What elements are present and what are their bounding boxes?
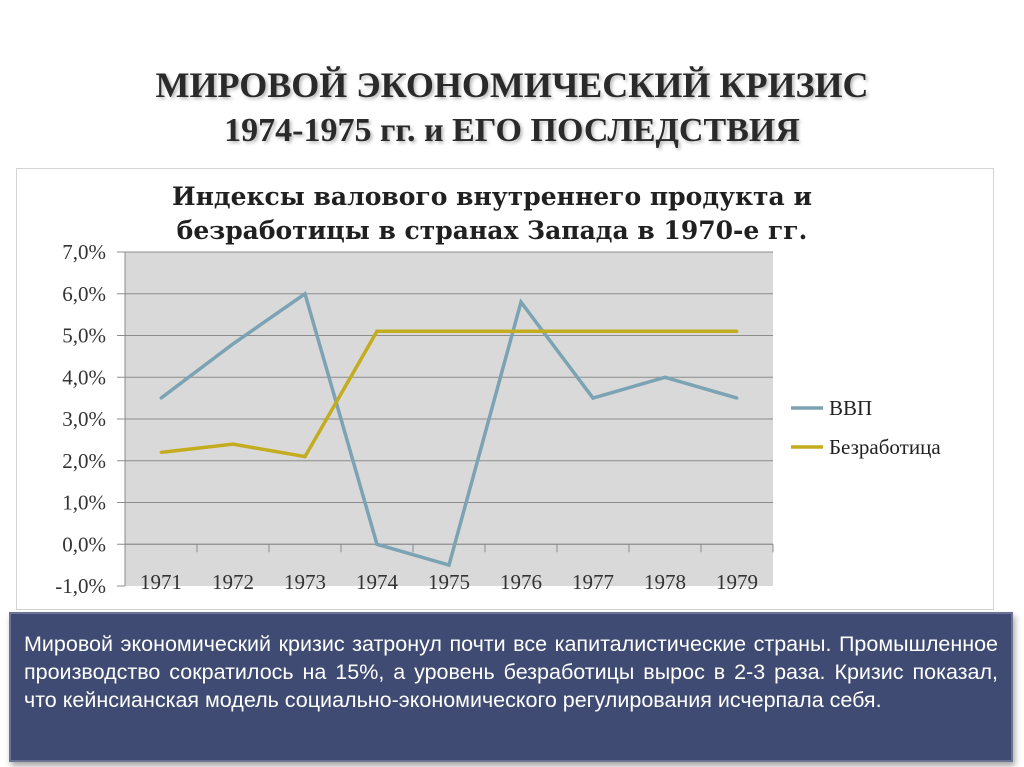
chart-title: Индексы валового внутреннего продукта и … [62, 180, 922, 248]
data-point-2 [663, 329, 667, 333]
x-tick-label: 1976 [500, 570, 542, 594]
y-tick-label: 3,0% [62, 407, 106, 431]
caption-box: Мировой экономический кризис затронул по… [9, 612, 1013, 762]
x-tick-label: 1973 [284, 570, 326, 594]
x-tick-label: 1974 [356, 570, 399, 594]
y-tick-label: 6,0% [62, 282, 106, 306]
slide-title-line2: 1974-1975 гг. и ЕГО ПОСЛЕДСТВИЯ [224, 112, 800, 149]
data-point-2 [519, 329, 523, 333]
slide-title: МИРОВОЙ ЭКОНОМИЧЕСКИЙ КРИЗИС 1974-1975 г… [0, 62, 1024, 154]
data-point-1 [447, 563, 451, 567]
data-point-1 [231, 342, 235, 346]
data-point-1 [663, 375, 667, 379]
data-point-2 [375, 329, 379, 333]
x-tick-label: 1972 [212, 570, 254, 594]
legend-label-1: ВВП [829, 396, 872, 420]
x-tick-label: 1977 [572, 570, 614, 594]
data-point-1 [375, 542, 379, 546]
data-point-1 [735, 396, 739, 400]
y-tick-label: 0,0% [62, 532, 106, 556]
data-point-2 [303, 455, 307, 459]
data-point-1 [591, 396, 595, 400]
y-tick-label: -1,0% [55, 574, 106, 598]
data-point-2 [735, 329, 739, 333]
x-tick-label: 1971 [140, 570, 182, 594]
caption-text: Мировой экономический кризис затронул по… [24, 632, 998, 712]
data-point-2 [447, 329, 451, 333]
x-tick-label: 1975 [428, 570, 470, 594]
data-point-1 [519, 300, 523, 304]
data-point-2 [159, 450, 163, 454]
x-tick-label: 1979 [716, 570, 758, 594]
chart-title-line2: безработицы в странах Запада в 1970-е гг… [176, 216, 808, 245]
y-tick-label: 2,0% [62, 449, 106, 473]
y-tick-label: 5,0% [62, 324, 106, 348]
chart-title-line1: Индексы валового внутреннего продукта и [171, 182, 812, 211]
data-point-2 [231, 442, 235, 446]
data-point-2 [591, 329, 595, 333]
legend-label-2: Безработица [829, 435, 941, 459]
data-point-1 [303, 292, 307, 296]
slide-title-line1: МИРОВОЙ ЭКОНОМИЧЕСКИЙ КРИЗИС [155, 65, 869, 105]
y-tick-label: 4,0% [62, 365, 106, 389]
data-point-1 [159, 396, 163, 400]
y-tick-label: 7,0% [62, 240, 106, 264]
y-tick-label: 1,0% [62, 491, 106, 515]
x-tick-label: 1978 [644, 570, 686, 594]
